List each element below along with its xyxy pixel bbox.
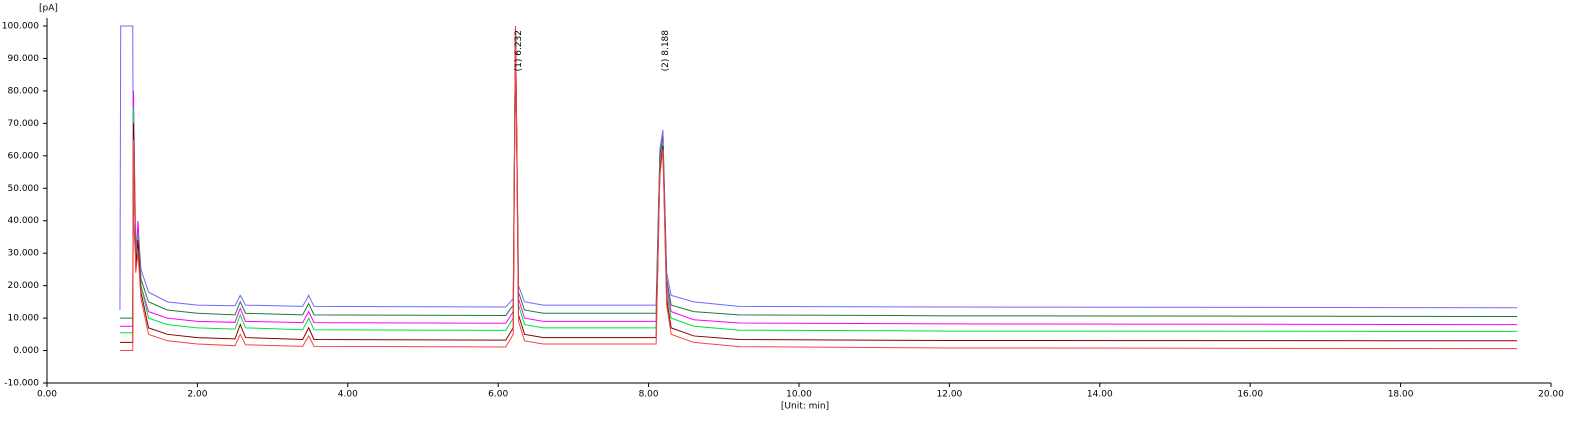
y-tick-label: 20.000: [8, 281, 40, 291]
y-tick-label: -10.000: [4, 379, 39, 389]
y-tick-label: 10.000: [8, 314, 40, 324]
x-tick-label: 10.00: [786, 390, 812, 400]
trace: [119, 25, 1518, 327]
y-axis-label: [pA]: [39, 4, 58, 14]
x-tick-label: 8.00: [639, 390, 659, 400]
x-tick-label: 18.00: [1388, 390, 1414, 400]
y-tick-label: 90.000: [8, 54, 40, 64]
x-tick-label: 14.00: [1087, 390, 1113, 400]
trace: [119, 25, 1518, 334]
y-tick-label: 80.000: [8, 86, 40, 96]
trace: [119, 25, 1518, 343]
y-tick-label: 30.000: [8, 249, 40, 259]
peak-label: (1) 6.232: [514, 30, 524, 71]
trace: [119, 25, 1518, 310]
x-tick-label: 2.00: [187, 390, 207, 400]
x-tick-label: 20.00: [1538, 390, 1564, 400]
x-tick-label: 6.00: [488, 390, 508, 400]
x-tick-label: 0.00: [37, 390, 57, 400]
x-tick-label: 16.00: [1237, 390, 1263, 400]
trace: [119, 25, 1518, 319]
y-tick-label: 70.000: [8, 119, 40, 129]
x-axis-label: [Unit: min]: [781, 402, 829, 412]
peak-label: (2) 8.188: [661, 30, 671, 72]
x-tick-label: 4.00: [338, 390, 358, 400]
x-tick-label: 12.00: [937, 390, 963, 400]
y-tick-label: 60.000: [8, 151, 40, 161]
y-tick-label: 40.000: [8, 216, 40, 226]
trace: [119, 25, 1518, 352]
y-tick-label: 0.000: [13, 346, 39, 356]
y-tick-label: 50.000: [8, 184, 40, 194]
y-tick-label: 100.000: [2, 22, 39, 32]
